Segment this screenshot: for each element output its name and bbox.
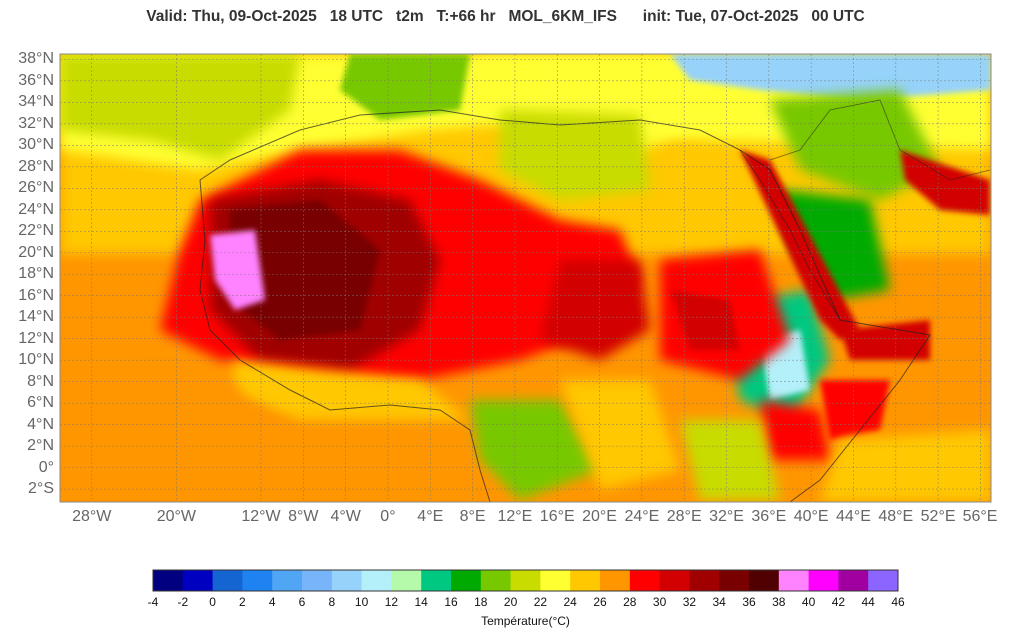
longitude-label: 8°E	[459, 508, 486, 525]
colorbar-tick-label: 10	[354, 595, 369, 609]
colorbar-tick-label: 6	[298, 595, 306, 609]
colorbar-swatch	[272, 570, 303, 591]
colorbar-tick-label: 26	[593, 595, 607, 609]
colorbar-swatch	[391, 570, 422, 591]
colorbar-swatch	[629, 570, 661, 591]
colorbar-swatch	[242, 570, 273, 591]
colorbar-swatch	[689, 570, 720, 591]
longitude-label: 12°E	[497, 508, 533, 525]
colorbar-tick-label: -2	[177, 595, 189, 609]
longitude-label: 36°E	[751, 508, 787, 525]
longitude-label: 28°W	[72, 508, 112, 525]
latitude-label: 4°N	[27, 415, 54, 433]
colorbar-tick-label: 44	[861, 595, 875, 609]
colorbar-swatch	[480, 570, 512, 591]
colorbar-swatch	[212, 570, 243, 591]
longitude-label: 56°E	[962, 508, 998, 525]
colorbar-tick-label: 46	[891, 595, 905, 609]
colorbar-swatch	[302, 570, 333, 591]
colorbar-tick-label: 42	[831, 595, 846, 609]
colorbar-label: Température(°C)	[481, 614, 570, 628]
longitude-label: 40°E	[793, 508, 829, 525]
colorbar-tick-label: 40	[801, 595, 816, 609]
colorbar-swatch	[153, 570, 184, 591]
colorbar-swatch	[421, 570, 452, 591]
colorbar-border	[152, 569, 899, 592]
latitude-label: 0°	[38, 458, 54, 476]
latitude-label: 6°N	[27, 394, 54, 412]
latitude-label: 28°N	[18, 157, 54, 175]
colorbar-swatch	[510, 570, 541, 591]
longitude-label: 52°E	[920, 508, 956, 525]
colorbar-tick-label: 30	[652, 595, 667, 609]
colorbar-swatch	[540, 570, 571, 591]
colorbar-tick-label: 0	[209, 595, 216, 609]
colorbar-swatch	[182, 570, 214, 591]
latitude-label: 16°N	[18, 286, 54, 304]
colorbar-tick-label: 32	[682, 595, 697, 609]
colorbar-tick-label: 24	[563, 595, 577, 609]
latitude-label: 34°N	[18, 93, 54, 111]
latitude-label: 14°N	[18, 308, 54, 326]
latitude-label: 18°N	[18, 265, 54, 283]
colorbar-tick-label: 12	[384, 595, 399, 609]
longitude-label: 12°W	[241, 508, 281, 525]
latitude-label: 36°N	[18, 71, 54, 89]
longitude-label: 44°E	[836, 508, 871, 525]
colorbar-swatch	[570, 570, 601, 591]
latitude-label: 24°N	[18, 200, 54, 218]
colorbar-swatch	[749, 570, 780, 591]
colorbar-tick-label: 36	[742, 595, 756, 609]
colorbar-tick-label: 20	[503, 595, 518, 609]
longitude-label: 48°E	[878, 508, 914, 525]
colorbar-swatch	[361, 570, 392, 591]
latitude-label: 26°N	[18, 179, 54, 197]
map-field	[60, 54, 991, 502]
colorbar-tick-label: -4	[147, 595, 159, 609]
longitude-label: 24°E	[624, 508, 660, 525]
colorbar-tick-label: 22	[533, 595, 548, 609]
colorbar-swatch	[838, 570, 869, 591]
colorbar-tick-label: 2	[239, 595, 246, 609]
longitude-label: 28°E	[666, 508, 702, 525]
colorbar-swatch	[868, 570, 899, 591]
longitude-label: 0°	[380, 508, 396, 525]
latitude-label: 22°N	[18, 222, 54, 240]
latitude-label: 8°N	[27, 372, 54, 390]
colorbar-tick-label: 38	[772, 595, 786, 609]
map-title: Valid: Thu, 09-Oct-2025 18 UTC t2m T:+66…	[146, 8, 865, 25]
longitude-label: 32°E	[709, 508, 744, 525]
colorbar-swatch	[719, 570, 750, 591]
latitude-label: 2°S	[28, 480, 54, 498]
colorbar-swatch	[659, 570, 690, 591]
longitude-label: 4°W	[330, 508, 361, 525]
latitude-label: 38°N	[18, 50, 54, 68]
colorbar-tick-label: 8	[328, 595, 336, 609]
colorbar-swatch	[331, 570, 363, 591]
colorbar-tick-label: 14	[414, 595, 428, 609]
longitude-label: 20°W	[156, 508, 197, 525]
colorbar-swatch	[451, 570, 482, 591]
colorbar-tick-label: 34	[712, 595, 726, 609]
latitude-label: 20°N	[18, 243, 54, 261]
longitude-label: 8°W	[288, 508, 319, 525]
longitude-label: 4°E	[417, 508, 444, 525]
latitude-label: 12°N	[18, 329, 54, 347]
latitude-label: 32°N	[18, 114, 54, 132]
colorbar-swatch	[600, 570, 631, 591]
colorbar-swatch	[778, 570, 810, 591]
longitude-label: 20°E	[582, 508, 617, 525]
map-grid	[60, 54, 991, 502]
longitude-label: 16°E	[539, 508, 575, 525]
latitude-label: 30°N	[18, 136, 54, 154]
latitude-label: 2°N	[27, 437, 54, 455]
colorbar-tick-label: 18	[474, 595, 488, 609]
colorbar-tick-label: 4	[268, 595, 276, 609]
colorbar-swatch	[808, 570, 839, 591]
colorbar-tick-label: 28	[623, 595, 637, 609]
colorbar-tick-label: 16	[444, 595, 458, 609]
latitude-label: 10°N	[18, 351, 54, 369]
